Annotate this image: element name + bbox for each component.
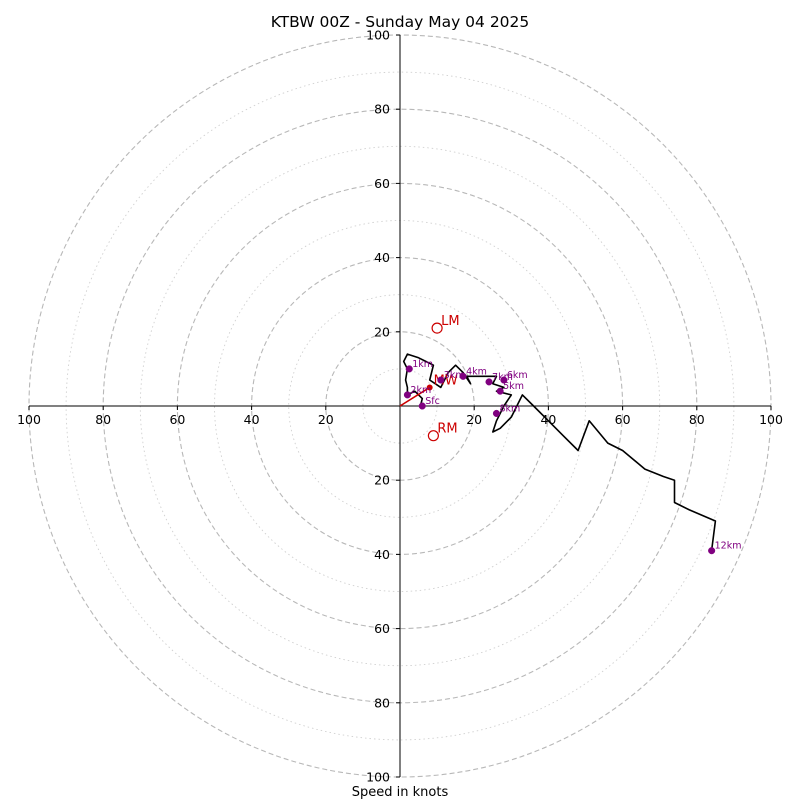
y-tick-label: 100 <box>366 28 390 43</box>
height-label-4km: 4km <box>466 366 487 377</box>
x-tick-label: 20 <box>318 412 334 427</box>
x-tick-label: 80 <box>689 412 705 427</box>
height-marker-2km <box>403 391 411 399</box>
x-tick-label: 100 <box>759 412 783 427</box>
height-label-1km: 1km <box>412 359 433 370</box>
y-tick-label: 40 <box>374 547 390 562</box>
chart-title: KTBW 00Z - Sunday May 04 2025 <box>271 13 530 31</box>
x-tick-label: 60 <box>615 412 631 427</box>
x-tick-label: 100 <box>17 412 41 427</box>
wind-trace <box>402 353 717 551</box>
height-label-7km: 7km <box>492 372 513 383</box>
y-tick-label: 40 <box>374 250 390 265</box>
storm-label-lm: LM <box>441 314 459 329</box>
y-tick-label: 80 <box>374 695 390 710</box>
y-tick-label: 100 <box>366 770 390 785</box>
height-marker-4km <box>459 372 467 380</box>
storm-marker-rm <box>427 430 439 442</box>
height-label-sfc: Sfc <box>425 396 440 407</box>
height-marker-6km <box>500 376 508 384</box>
height-label-6km: 6km <box>507 370 528 381</box>
tick-labels: 100 80 60 40 20 20 40 60 80 100100806040202040608… <box>17 28 783 785</box>
height-label-3km: 3km <box>444 370 465 381</box>
height-label-12km: 12km <box>715 541 742 552</box>
height-label-8km: 8km <box>499 403 520 414</box>
height-marker-12km <box>708 547 716 555</box>
storm-marker-mw <box>426 384 433 391</box>
height-marker-8km <box>492 409 501 417</box>
y-tick-label: 20 <box>374 324 390 339</box>
y-tick-label: 60 <box>374 176 390 191</box>
storm-marker-lm <box>431 322 443 334</box>
height-marker-3km <box>437 376 445 384</box>
storm-label-rm: RM <box>437 422 457 437</box>
y-tick-label: 20 <box>374 473 390 488</box>
storm-motion-vector <box>399 386 431 407</box>
height-marker-7km <box>485 378 493 386</box>
x-axis-label: Speed in knots <box>352 785 449 800</box>
height-marker-5km <box>496 387 504 395</box>
height-label-5km: 5km <box>503 381 524 392</box>
x-tick-label: 40 <box>244 412 260 427</box>
height-label-2km: 2km <box>410 385 431 396</box>
y-tick-label: 80 <box>374 102 390 117</box>
x-tick-label: 60 <box>169 412 185 427</box>
height-marker-sfc <box>418 402 426 410</box>
y-tick-label: 60 <box>374 621 390 636</box>
x-tick-label: 20 <box>466 412 482 427</box>
height-marker-1km <box>405 365 413 373</box>
hodograph-trace-line <box>402 353 717 551</box>
x-tick-label: 80 <box>95 412 111 427</box>
